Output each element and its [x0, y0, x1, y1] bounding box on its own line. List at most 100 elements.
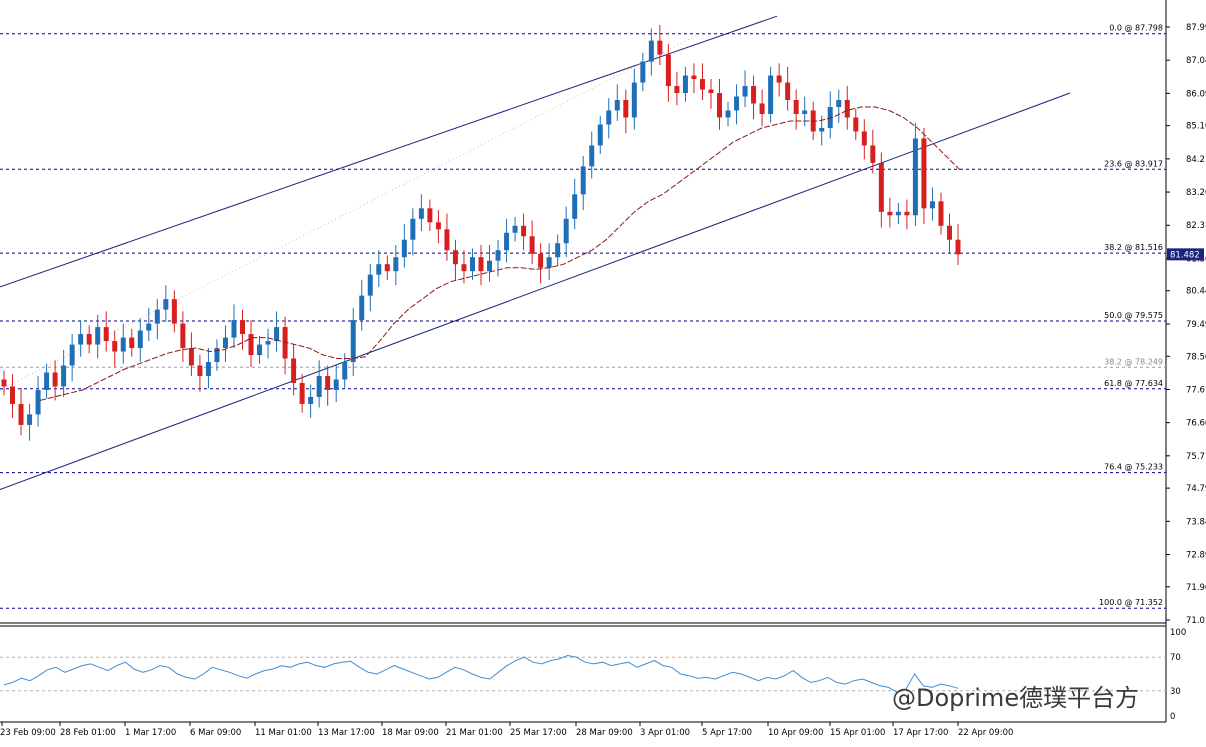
candle: [265, 328, 271, 359]
candle: [452, 239, 458, 280]
rsi-panel: 100 70 30 0: [0, 628, 1186, 722]
candle: [342, 353, 348, 389]
candle: [631, 68, 637, 130]
candle: [699, 63, 705, 101]
candle: [844, 86, 850, 130]
candle: [717, 79, 722, 130]
regression-channel[interactable]: [0, 15, 1071, 490]
price-tick-label: 75.715: [1186, 452, 1206, 462]
candle-body: [325, 375, 331, 390]
price-tick-label: 78.565: [1186, 352, 1206, 362]
candle: [657, 24, 663, 66]
rsi-level-label: 70: [1170, 653, 1181, 663]
candle-body: [291, 358, 297, 383]
candle-body: [614, 100, 620, 111]
candle: [538, 243, 544, 284]
fib-level-label: 38.2 @ 78.249: [1104, 357, 1163, 366]
candle: [1, 370, 7, 396]
candle: [946, 213, 952, 254]
candle-body: [214, 348, 220, 363]
candle: [665, 44, 671, 102]
channel-mid-line: [0, 33, 701, 391]
candle: [895, 203, 901, 225]
candle-body: [18, 403, 24, 425]
candle: [734, 84, 740, 125]
candle: [350, 307, 356, 376]
candle-body: [929, 201, 935, 209]
channel-lower-line: [0, 92, 1071, 490]
candle: [214, 339, 220, 371]
candle: [648, 28, 654, 76]
candle-body: [682, 75, 688, 94]
candle: [785, 66, 791, 111]
fib-level-label: 100.0 @ 71.352: [1099, 598, 1163, 607]
candle: [504, 218, 510, 263]
candle-body: [563, 218, 569, 244]
candle: [444, 213, 450, 261]
candle: [103, 311, 109, 352]
candle: [120, 323, 126, 364]
candle: [563, 206, 569, 258]
candle: [61, 349, 67, 397]
candle-body: [452, 250, 458, 265]
candle-body: [529, 236, 535, 254]
candle-body: [180, 323, 186, 349]
candle-body: [265, 341, 271, 345]
candle: [572, 178, 578, 230]
candle-body: [631, 82, 637, 118]
candle: [614, 84, 620, 121]
candle-body: [163, 299, 169, 310]
price-tick-label: 74.790: [1186, 484, 1206, 494]
time-tick-label: 5 Apr 17:00: [702, 728, 752, 738]
candle: [299, 374, 305, 413]
candle: [512, 217, 518, 242]
candle-body: [495, 250, 501, 261]
candle-body: [333, 379, 339, 390]
candle: [418, 194, 424, 232]
candle: [231, 304, 237, 349]
price-tick-label: 72.890: [1186, 550, 1206, 560]
rsi-level-label: 100: [1170, 628, 1186, 638]
fibonacci-levels[interactable]: 0.0 @ 87.798 23.6 @ 83.917 38.2 @ 81.516 50…: [0, 24, 1166, 609]
candle: [376, 250, 382, 287]
candle-body: [274, 327, 280, 342]
candle: [44, 363, 50, 399]
candle: [759, 89, 765, 127]
candle-body: [350, 320, 356, 363]
candle-body: [95, 327, 101, 345]
candle-body: [853, 117, 859, 132]
price-tick-label: 71.015: [1186, 616, 1206, 626]
candle: [469, 248, 475, 280]
candle: [580, 155, 586, 211]
candle: [555, 234, 561, 266]
candle-body: [708, 89, 714, 94]
candle: [589, 131, 595, 179]
candle-body: [418, 208, 424, 219]
candle: [18, 388, 24, 436]
candle: [240, 309, 245, 350]
candle: [495, 239, 501, 277]
fib-level-label: 61.8 @ 77.634: [1104, 379, 1163, 388]
candle: [478, 244, 484, 286]
candle-body: [521, 225, 527, 237]
current-price-box: [1167, 248, 1204, 261]
time-tick-label: 10 Apr 09:00: [768, 728, 823, 738]
candle-body: [802, 110, 808, 114]
price-tick-label: 76.665: [1186, 419, 1206, 429]
candle: [188, 332, 194, 376]
candle-body: [904, 211, 910, 216]
moving-average: [39, 106, 961, 401]
candle: [955, 224, 961, 265]
candle-body: [461, 264, 467, 272]
candle-body: [231, 320, 237, 338]
candle: [359, 279, 365, 331]
candle-body: [86, 334, 92, 345]
candle-body: [103, 327, 109, 342]
candle-body: [154, 309, 160, 324]
watermark: @Doprime德璞平台方: [892, 684, 1139, 712]
candle: [751, 75, 757, 120]
candle-body: [606, 110, 612, 125]
time-tick-label: 3 Apr 01:00: [640, 728, 690, 738]
candle-body: [597, 124, 603, 146]
